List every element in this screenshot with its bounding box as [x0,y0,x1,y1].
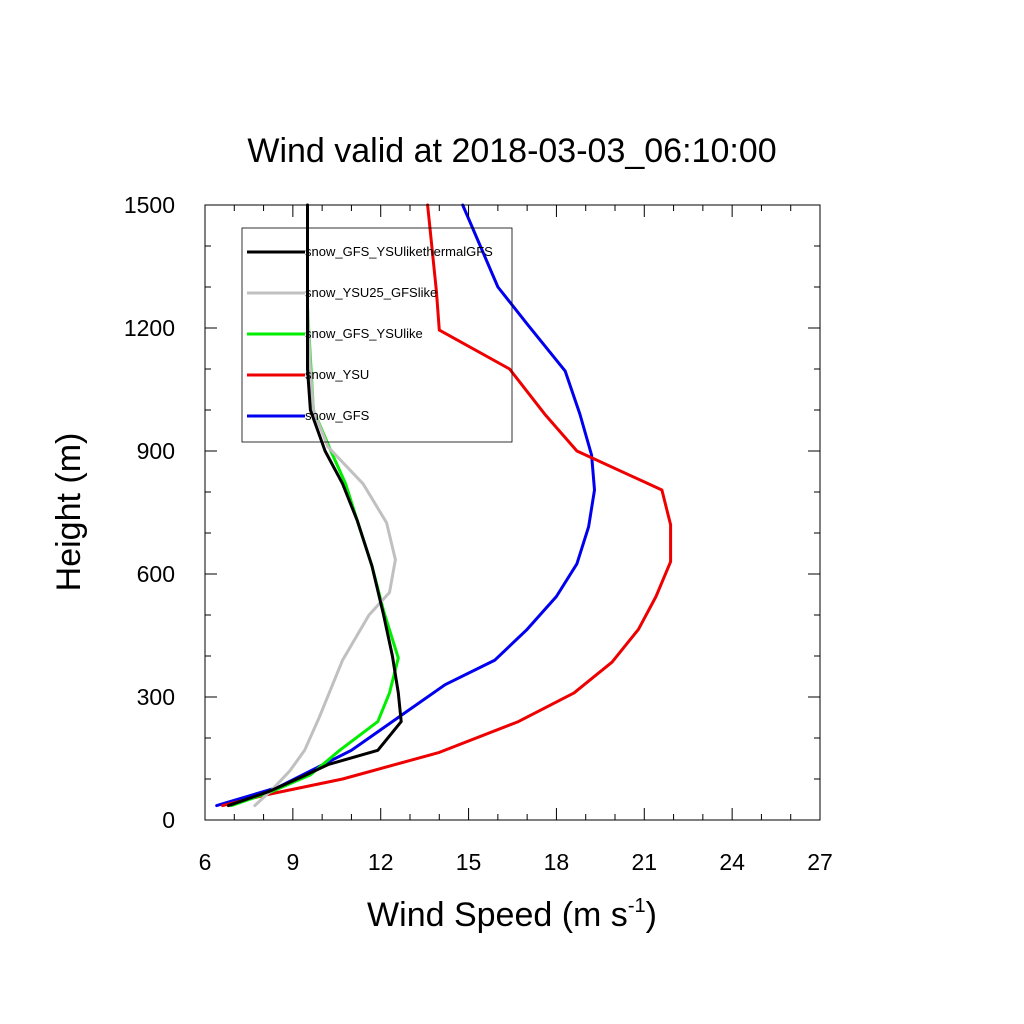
ticks-layer: 6 9 12 15 18 21 24 27 0 300 600 900 1200 1500 [124,192,833,875]
legend-label: snow_YSU [305,367,369,382]
legend-label: snow_GFS_YSUlikethermalGFS [305,244,493,259]
x-tick-label: 9 [286,849,299,875]
series-line-snow_GFS_YSUlikethermalGFS [226,203,403,808]
y-axis-label: Height (m) [50,433,88,592]
legend-label: snow_GFS_YSUlike [305,326,423,341]
x-axis-label-close: ) [646,896,657,934]
y-tick-label: 0 [162,807,175,833]
y-tick-label: 900 [137,438,175,464]
y-tick-label: 600 [137,561,175,587]
plot-frame [204,204,821,821]
x-axis-label: Wind Speed (m s-1) [367,895,657,934]
x-tick-label: 27 [807,849,833,875]
y-tick-label: 1200 [124,315,175,341]
legend: snow_GFS_YSUlikethermalGFS snow_YSU25_GFS… [241,227,513,443]
legend-label: snow_GFS [305,408,370,423]
series-line-snow_GFS [215,203,596,808]
series-line-snow_YSU [221,203,673,808]
x-tick-label: 12 [368,849,394,875]
y-tick-label: 1500 [124,192,175,218]
x-tick-label: 24 [719,849,745,875]
series-layer [215,203,673,808]
x-tick-label: 18 [544,849,570,875]
chart-title: Wind valid at 2018-03-03_06:10:00 [247,132,776,170]
legend-items: snow_GFS_YSUlikethermalGFS snow_YSU25_GFS… [247,244,493,423]
x-tick-label: 15 [456,849,482,875]
legend-box [241,227,513,443]
x-tick-label: 21 [631,849,657,875]
x-tick-label: 6 [199,849,212,875]
x-axis-label-main: Wind Speed (m s [367,896,628,934]
x-axis-label-superscript: -1 [628,895,646,917]
y-tick-label: 300 [137,684,175,710]
legend-label: snow_YSU25_GFSlike [305,285,437,300]
series-line-snow_YSU25_GFSlike [253,203,397,808]
